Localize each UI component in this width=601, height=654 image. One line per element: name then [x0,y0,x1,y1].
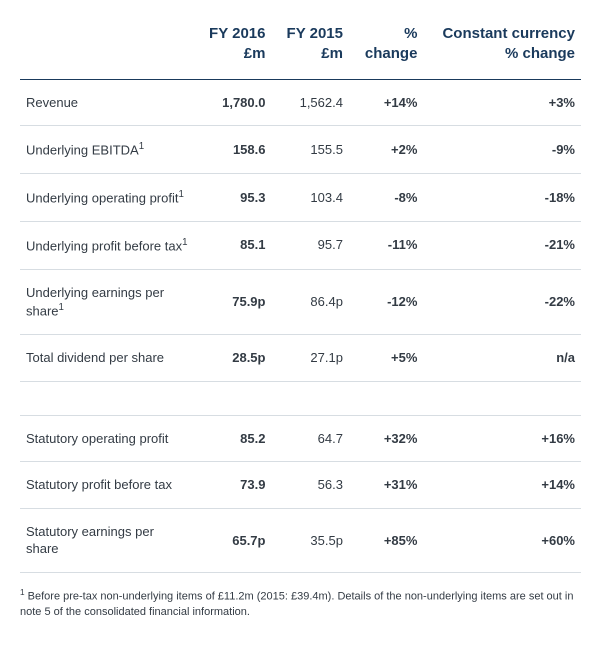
cell-fy2015: 35.5p [271,508,348,572]
cell-fy2016: 85.1 [194,221,271,269]
cell-pct: +2% [349,126,423,174]
cell-cc: +60% [423,508,581,572]
table-header: FY 2016 £m FY 2015 £m % change Constant … [20,18,581,79]
cell-fy2015: 95.7 [271,221,348,269]
financial-table-container: FY 2016 £m FY 2015 £m % change Constant … [0,0,601,641]
table-row: Statutory earnings per share65.7p35.5p+8… [20,508,581,572]
cell-fy2016: 1,780.0 [194,79,271,126]
row-label: Statutory operating profit [20,415,194,462]
cell-fy2016: 73.9 [194,462,271,509]
financial-table: FY 2016 £m FY 2015 £m % change Constant … [20,18,581,573]
cell-cc: -21% [423,221,581,269]
cell-fy2015: 155.5 [271,126,348,174]
cell-pct: +5% [349,335,423,382]
cell-fy2016: 65.7p [194,508,271,572]
col-header-fy2015: FY 2015 £m [271,18,348,79]
cell-cc: -9% [423,126,581,174]
row-label: Revenue [20,79,194,126]
cell-fy2015: 103.4 [271,173,348,221]
row-label: Underlying profit before tax1 [20,221,194,269]
cell-fy2016: 28.5p [194,335,271,382]
cell-fy2016: 75.9p [194,269,271,334]
cell-fy2016: 158.6 [194,126,271,174]
table-row: Underlying EBITDA1158.6155.5+2%-9% [20,126,581,174]
footnote-text: Before pre-tax non-underlying items of £… [20,590,573,618]
row-label: Underlying EBITDA1 [20,126,194,174]
cell-fy2015: 86.4p [271,269,348,334]
cell-fy2016: 95.3 [194,173,271,221]
cell-pct: -8% [349,173,423,221]
cell-cc: -18% [423,173,581,221]
gap-cell [20,381,581,415]
cell-cc: +3% [423,79,581,126]
cell-fy2016: 85.2 [194,415,271,462]
cell-pct: -12% [349,269,423,334]
col-header-cc-change: Constant currency % change [423,18,581,79]
cell-pct: +32% [349,415,423,462]
table-row: Underlying profit before tax185.195.7-11… [20,221,581,269]
table-row: Statutory operating profit85.264.7+32%+1… [20,415,581,462]
cell-cc: +16% [423,415,581,462]
table-row: Total dividend per share28.5p27.1p+5%n/a [20,335,581,382]
col-header-fy2016: FY 2016 £m [194,18,271,79]
cell-fy2015: 56.3 [271,462,348,509]
cell-fy2015: 1,562.4 [271,79,348,126]
cell-pct: +31% [349,462,423,509]
cell-pct: +14% [349,79,423,126]
table-body: Revenue1,780.01,562.4+14%+3%Underlying E… [20,79,581,572]
footnote: 1 Before pre-tax non-underlying items of… [20,573,581,622]
table-row: Statutory profit before tax73.956.3+31%+… [20,462,581,509]
table-row: Underlying earnings per share175.9p86.4p… [20,269,581,334]
cell-pct: +85% [349,508,423,572]
cell-cc: n/a [423,335,581,382]
cell-fy2015: 64.7 [271,415,348,462]
cell-cc: +14% [423,462,581,509]
table-row: Underlying operating profit195.3103.4-8%… [20,173,581,221]
col-header-pct-change: % change [349,18,423,79]
row-label: Underlying earnings per share1 [20,269,194,334]
row-label: Total dividend per share [20,335,194,382]
row-label: Statutory profit before tax [20,462,194,509]
table-gap-row [20,381,581,415]
table-row: Revenue1,780.01,562.4+14%+3% [20,79,581,126]
cell-cc: -22% [423,269,581,334]
col-header-label [20,18,194,79]
row-label: Statutory earnings per share [20,508,194,572]
cell-pct: -11% [349,221,423,269]
row-label: Underlying operating profit1 [20,173,194,221]
cell-fy2015: 27.1p [271,335,348,382]
